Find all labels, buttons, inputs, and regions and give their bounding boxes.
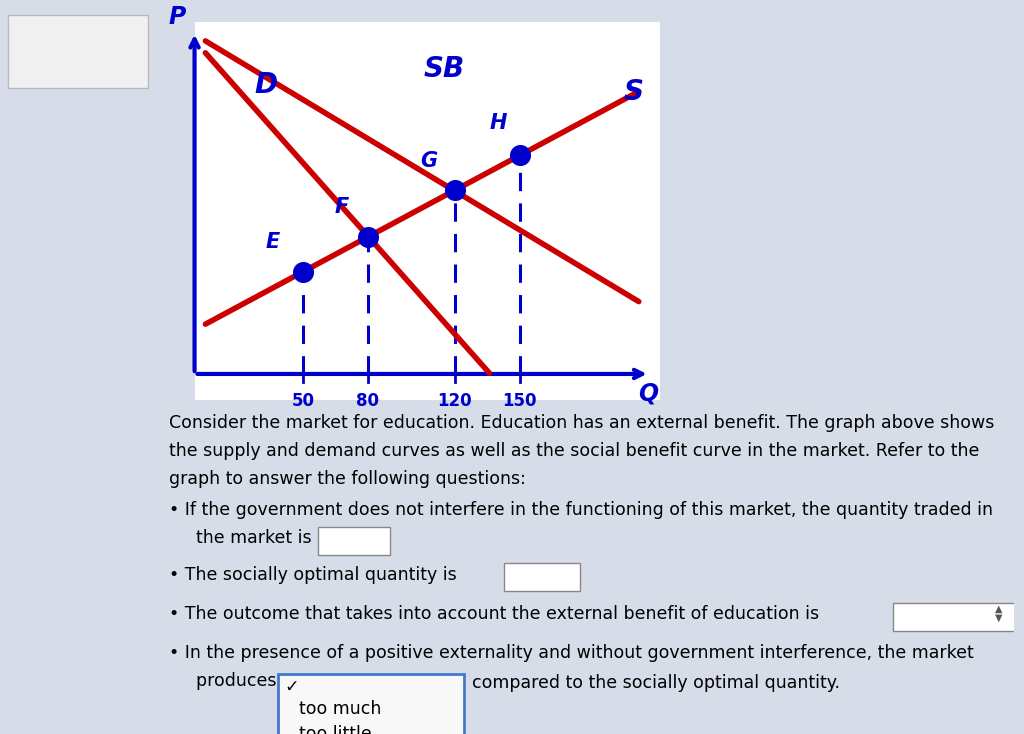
Text: P: P xyxy=(169,4,186,29)
FancyBboxPatch shape xyxy=(278,674,464,734)
Text: SB: SB xyxy=(423,54,464,83)
Point xyxy=(446,184,463,196)
Text: Consider the market for education. Education has an external benefit. The graph : Consider the market for education. Educa… xyxy=(169,414,994,432)
Text: • The outcome that takes into account the external benefit of education is: • The outcome that takes into account th… xyxy=(169,605,824,623)
Point xyxy=(295,266,311,277)
Text: E: E xyxy=(265,232,280,252)
Point xyxy=(359,231,376,243)
Text: • If the government does not interfere in the functioning of this market, the qu: • If the government does not interfere i… xyxy=(169,501,993,519)
Text: produces: produces xyxy=(196,672,282,691)
Text: • In the presence of a positive externality and without government interference,: • In the presence of a positive external… xyxy=(169,644,974,662)
Text: too little: too little xyxy=(299,725,372,734)
Text: G: G xyxy=(420,150,437,171)
Text: 50: 50 xyxy=(292,392,314,410)
Text: the market is: the market is xyxy=(196,529,317,548)
Text: .: . xyxy=(386,531,391,549)
Text: 6: 6 xyxy=(115,43,127,60)
Text: 120: 120 xyxy=(437,392,472,410)
Text: S: S xyxy=(624,79,644,106)
FancyBboxPatch shape xyxy=(8,15,147,88)
Text: 150: 150 xyxy=(503,392,537,410)
Point xyxy=(511,150,527,161)
Text: • The socially optimal quantity is: • The socially optimal quantity is xyxy=(169,566,462,584)
Text: H: H xyxy=(489,112,507,133)
Text: graph to answer the following questions:: graph to answer the following questions: xyxy=(169,470,526,488)
FancyBboxPatch shape xyxy=(318,527,390,555)
Text: Q: Q xyxy=(638,382,658,405)
Text: Question: Question xyxy=(19,43,98,60)
Text: ▲
▼: ▲ ▼ xyxy=(994,604,1002,622)
Text: compared to the socially optimal quantity.: compared to the socially optimal quantit… xyxy=(472,674,841,692)
Text: the supply and demand curves as well as the social benefit curve in the market. : the supply and demand curves as well as … xyxy=(169,442,979,459)
Text: ✓: ✓ xyxy=(285,677,299,695)
Text: 80: 80 xyxy=(356,392,380,410)
FancyBboxPatch shape xyxy=(893,603,1020,631)
Text: .: . xyxy=(575,567,581,585)
Text: D: D xyxy=(255,71,278,99)
Text: too much: too much xyxy=(299,700,381,719)
Text: F: F xyxy=(335,197,349,217)
FancyBboxPatch shape xyxy=(505,564,581,592)
